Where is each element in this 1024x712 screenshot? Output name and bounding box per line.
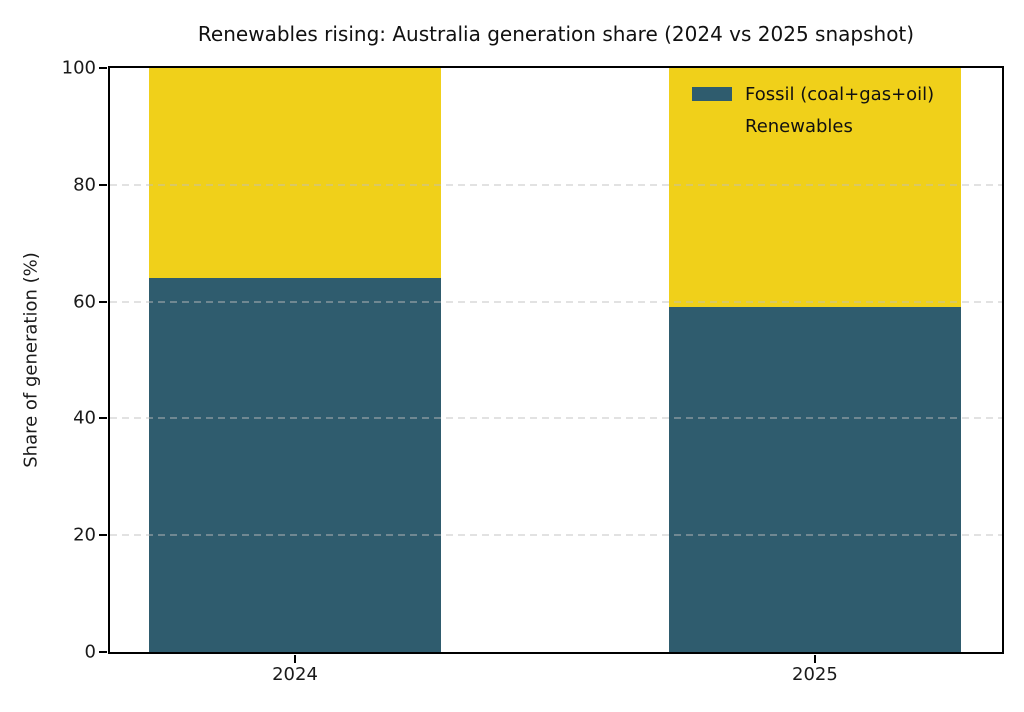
y-tick-mark-80	[99, 183, 107, 186]
x-tick-label-2025: 2025	[792, 664, 838, 685]
bar-segment-2024-renewables	[148, 68, 441, 279]
bar-segment-2024-fossil-coal-gas-oil-	[148, 278, 441, 652]
legend-row-renewables: Renewables	[692, 110, 934, 142]
y-tick-mark-0	[99, 651, 107, 653]
y-tick-label-80: 80	[73, 174, 96, 196]
y-tick-mark-20	[99, 534, 107, 537]
y-tick-mark-60	[99, 300, 107, 303]
y-tick-label-0: 0	[84, 641, 96, 663]
legend-row-fossil-coal-gas-oil-: Fossil (coal+gas+oil)	[692, 78, 934, 110]
y-tick-mark-100	[99, 67, 107, 69]
y-axis-label: Share of generation (%)	[20, 252, 42, 468]
legend: Fossil (coal+gas+oil) Renewables	[692, 78, 934, 142]
bar-segment-2025-fossil-coal-gas-oil-	[668, 307, 961, 652]
y-tick-label-40: 40	[73, 407, 96, 429]
bar-segment-2025-renewables	[668, 68, 961, 308]
x-tick-mark-2025	[813, 655, 816, 663]
y-tick-mark-40	[99, 417, 107, 420]
y-tick-label-20: 20	[73, 524, 96, 546]
x-tick-label-2024: 2024	[272, 664, 318, 685]
legend-label: Renewables	[745, 115, 853, 137]
y-tick-label-60: 60	[73, 291, 96, 313]
legend-label: Fossil (coal+gas+oil)	[745, 83, 935, 105]
legend-swatch-icon	[692, 119, 732, 133]
x-tick-mark-2024	[294, 655, 296, 663]
y-tick-label-100: 100	[61, 57, 96, 79]
plot-area: 0 20 40 60 80 100 2024 2025 Fossil (coal+gas+o…	[62, 58, 1004, 685]
legend-swatch-icon	[692, 87, 732, 101]
chart-title: Renewables rising: Australia generation …	[197, 22, 915, 46]
